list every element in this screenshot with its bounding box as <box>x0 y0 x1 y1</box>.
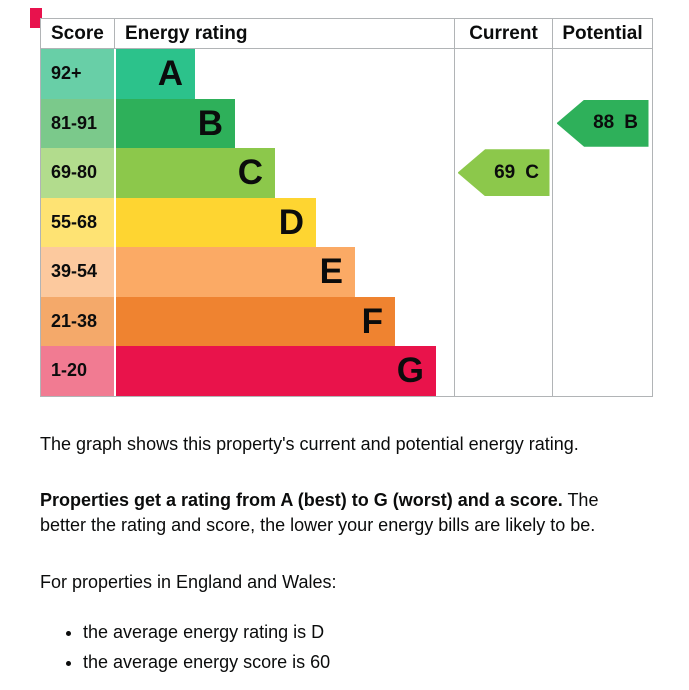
header-potential: Potential <box>552 19 652 49</box>
score-range-g: 1-20 <box>41 346 114 396</box>
score-range-f: 21-38 <box>41 296 114 346</box>
rating-bar-f: F <box>116 296 395 346</box>
rating-bar-c: C <box>116 148 275 198</box>
potential-score: 88 <box>593 112 615 134</box>
band-row-a: 92+ A <box>41 49 652 99</box>
header-score: Score <box>41 19 114 49</box>
band-letter-d: D <box>278 202 304 242</box>
band-row-f: 21-38 F <box>41 296 652 346</box>
current-band: C <box>525 161 539 183</box>
ratings-text-rest: The better the rating and score, the low… <box>40 490 599 535</box>
potential-rating-arrow: 88 B <box>556 99 649 147</box>
band-row-c: 69-80 C 69 C <box>41 148 652 198</box>
averages-list: the average energy rating is D the avera… <box>40 620 636 675</box>
band-letter-c: C <box>237 153 263 193</box>
score-range-b: 81-91 <box>41 98 114 148</box>
score-range-e: 39-54 <box>41 247 114 297</box>
score-range-d: 55-68 <box>41 197 114 247</box>
band-letter-b: B <box>197 103 223 143</box>
header-current: Current <box>454 19 552 49</box>
header-energy-rating: Energy rating <box>114 19 454 49</box>
band-letter-g: G <box>396 351 424 391</box>
average-rating-item: the average energy rating is D <box>83 620 636 645</box>
rating-bar-d: D <box>116 197 316 247</box>
band-row-d: 55-68 D <box>41 197 652 247</box>
average-score-item: the average energy score is 60 <box>83 650 636 675</box>
ratings-text-bold: Properties get a rating from A (best) to… <box>40 490 563 510</box>
description-section: The graph shows this property's current … <box>40 395 636 680</box>
band-letter-e: E <box>319 252 343 292</box>
intro-text: The graph shows this property's current … <box>40 434 579 454</box>
band-row-e: 39-54 E <box>41 247 652 297</box>
band-letter-a: A <box>157 54 183 94</box>
rating-bar-a: A <box>116 49 195 99</box>
ratings-text: Properties get a rating from A (best) to… <box>40 488 636 538</box>
score-range-a: 92+ <box>41 49 114 99</box>
rating-bar-b: B <box>116 98 235 148</box>
chart-header-row: Score Energy rating Current Potential <box>41 19 652 49</box>
potential-band: B <box>624 112 638 134</box>
red-marker <box>30 8 42 28</box>
regions-heading: For properties in England and Wales: <box>40 572 337 592</box>
score-range-c: 69-80 <box>41 148 114 198</box>
band-letter-f: F <box>361 301 383 341</box>
rating-bar-e: E <box>116 247 355 297</box>
current-rating-arrow: 69 C <box>457 149 550 197</box>
current-score: 69 <box>494 161 516 183</box>
band-row-b: 81-91 B 88 B <box>41 98 652 148</box>
rating-bar-g: G <box>116 346 436 396</box>
energy-rating-chart: Score Energy rating Current Potential 92… <box>40 18 653 397</box>
band-row-g: 1-20 G <box>41 346 652 396</box>
